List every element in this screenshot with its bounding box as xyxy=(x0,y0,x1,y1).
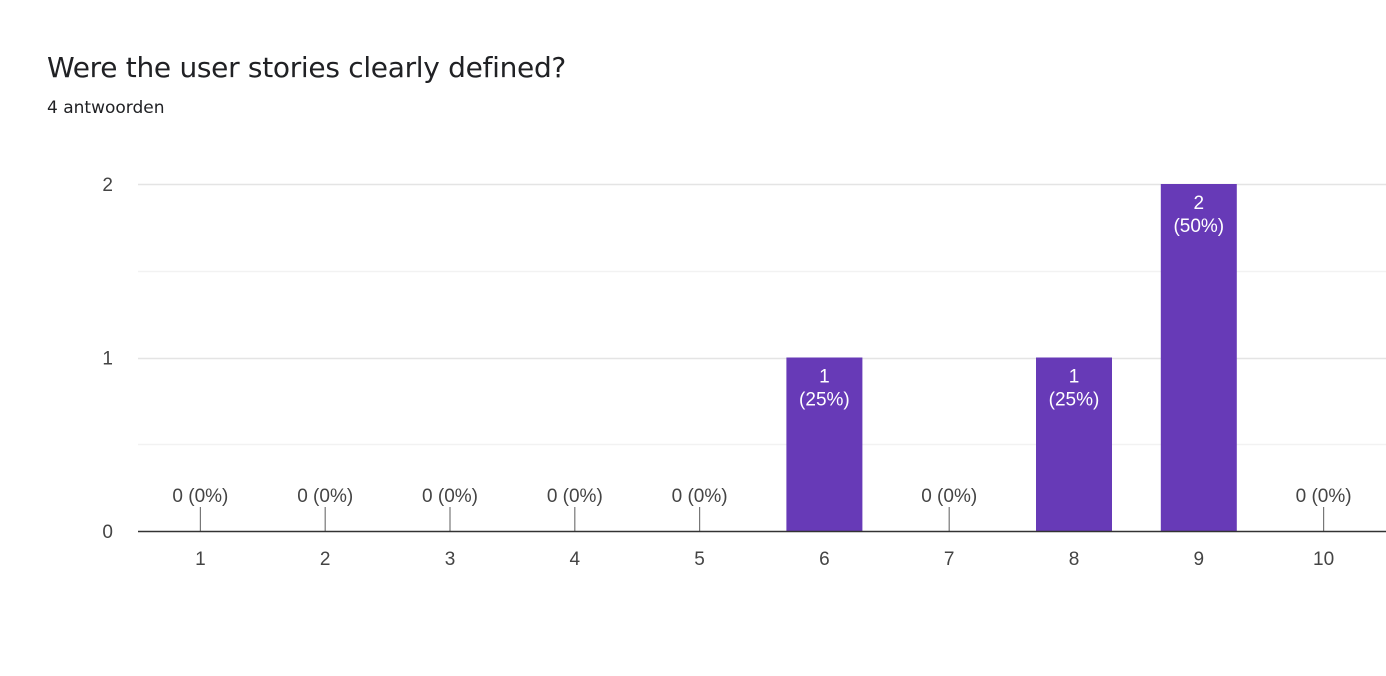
data-label: 0 (0%) xyxy=(297,486,353,507)
y-tick-label: 1 xyxy=(102,349,113,370)
data-label: 0 (0%) xyxy=(672,486,728,507)
x-tick-label: 1 xyxy=(195,549,206,570)
bar xyxy=(1160,184,1237,531)
data-label: 1 xyxy=(819,367,830,388)
data-label: 1 xyxy=(1069,367,1080,388)
data-label: (25%) xyxy=(1049,390,1100,411)
y-tick-label: 0 xyxy=(102,522,113,543)
x-tick-label: 3 xyxy=(445,549,456,570)
y-tick-label: 2 xyxy=(102,175,113,196)
x-tick-label: 7 xyxy=(944,549,955,570)
bar xyxy=(786,357,863,531)
data-label: 2 xyxy=(1194,193,1205,214)
chart-title: Were the user stories clearly defined? xyxy=(47,51,566,84)
x-tick-label: 4 xyxy=(570,549,581,570)
x-tick-label: 8 xyxy=(1069,549,1080,570)
data-label: 0 (0%) xyxy=(172,486,228,507)
x-tick-label: 6 xyxy=(819,549,830,570)
x-tick-label: 5 xyxy=(694,549,705,570)
x-tick-label: 9 xyxy=(1194,549,1205,570)
data-label: (25%) xyxy=(799,390,850,411)
data-label: 0 (0%) xyxy=(1296,486,1352,507)
response-count: 4 antwoorden xyxy=(47,98,165,118)
data-label: 0 (0%) xyxy=(422,486,478,507)
data-label: 0 (0%) xyxy=(921,486,977,507)
bar xyxy=(1036,357,1112,531)
x-tick-label: 10 xyxy=(1313,549,1334,570)
data-label: 0 (0%) xyxy=(547,486,603,507)
data-label: (50%) xyxy=(1173,216,1224,237)
x-tick-label: 2 xyxy=(320,549,331,570)
